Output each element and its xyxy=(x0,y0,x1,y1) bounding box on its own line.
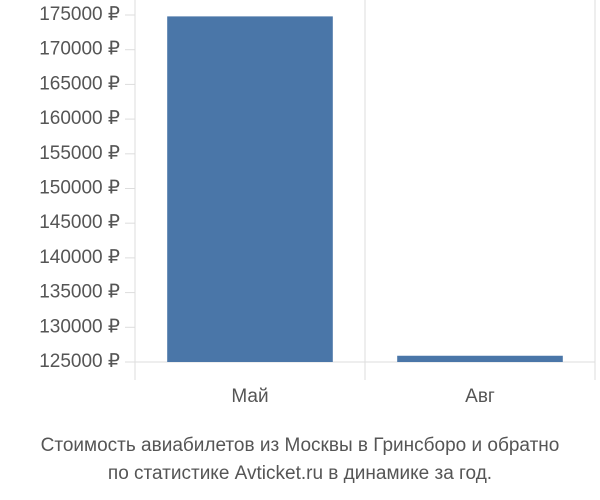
chart-title: Стоимость авиабилетов из Москвы в Гринсб… xyxy=(41,435,560,456)
x-tick-label: Май xyxy=(231,386,268,407)
y-tick-label: 160000 ₽ xyxy=(39,108,120,129)
y-tick-label: 150000 ₽ xyxy=(39,178,120,199)
y-tick-label: 145000 ₽ xyxy=(39,212,120,233)
y-tick-label: 175000 ₽ xyxy=(39,4,120,25)
bar xyxy=(167,16,333,362)
chart-title: по статистике Avticket.ru в динамике за … xyxy=(108,463,492,484)
y-tick-label: 135000 ₽ xyxy=(39,282,120,303)
y-tick-label: 130000 ₽ xyxy=(39,316,120,337)
y-tick-label: 125000 ₽ xyxy=(39,351,120,372)
x-tick-label: Авг xyxy=(465,386,495,407)
y-tick-label: 165000 ₽ xyxy=(39,73,120,94)
y-tick-label: 170000 ₽ xyxy=(39,39,120,60)
y-tick-label: 155000 ₽ xyxy=(39,143,120,164)
y-tick-label: 140000 ₽ xyxy=(39,247,120,268)
bar xyxy=(397,355,563,362)
